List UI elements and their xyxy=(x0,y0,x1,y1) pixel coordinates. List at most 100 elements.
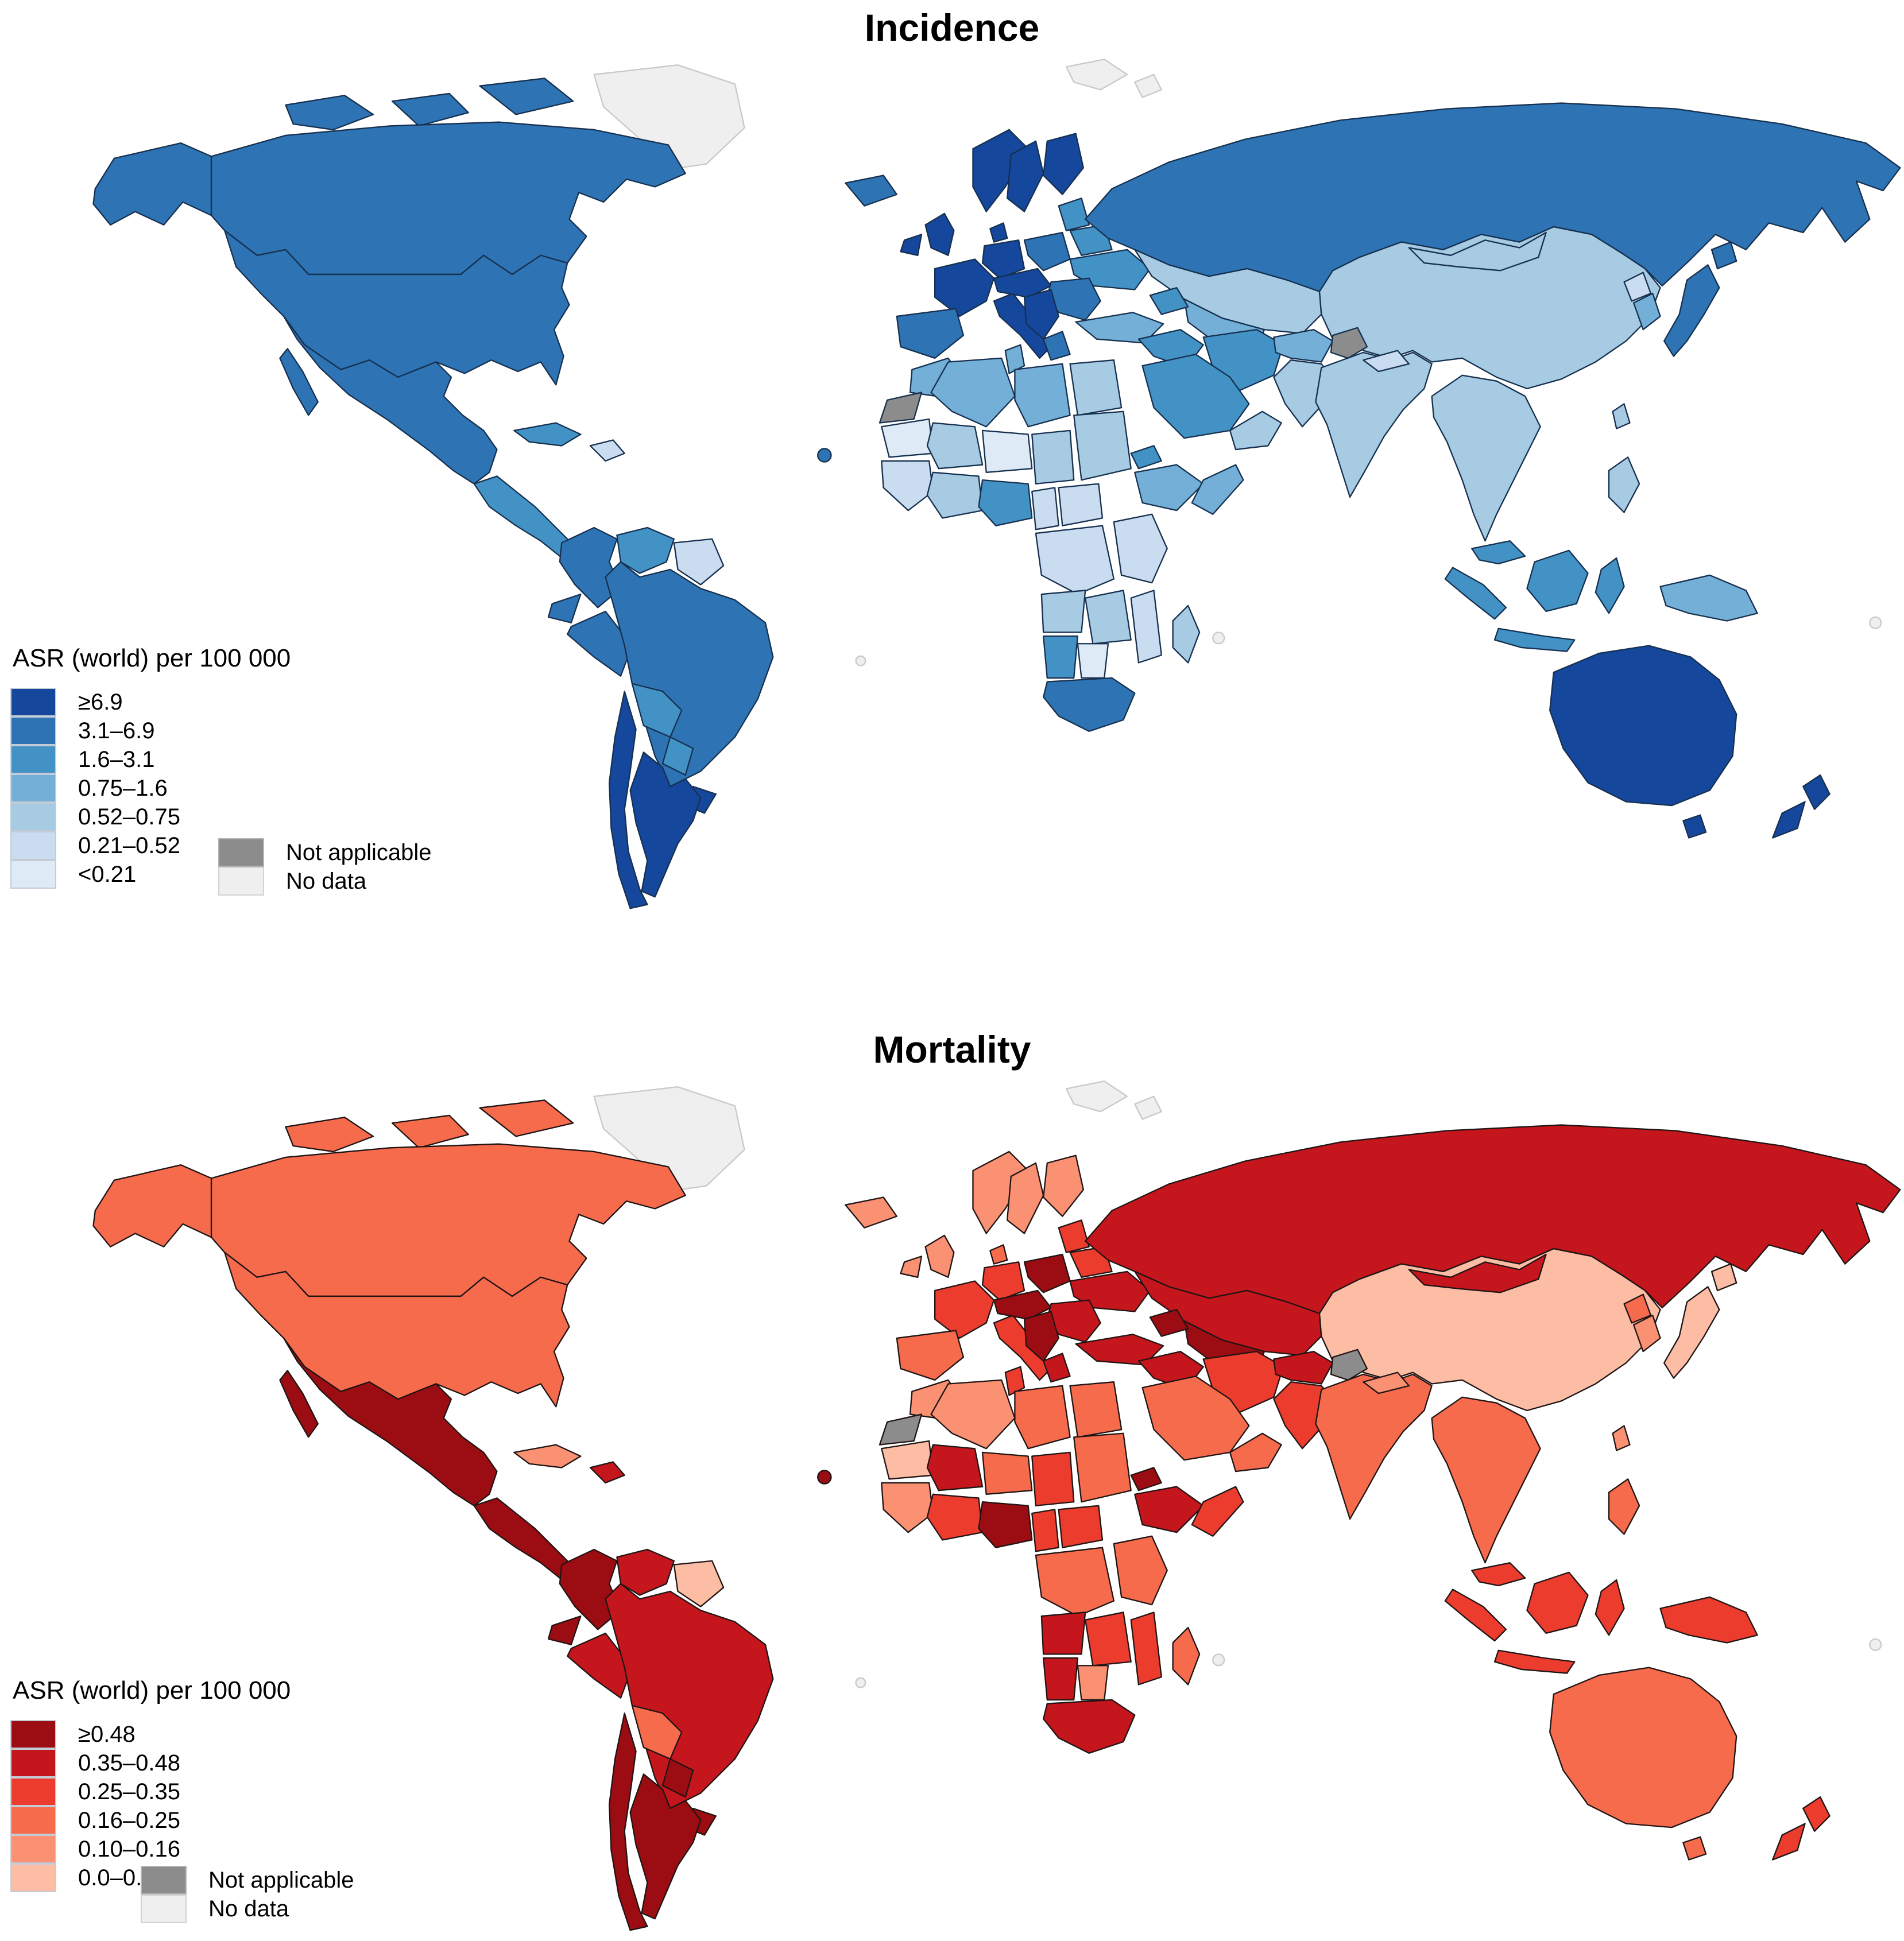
legend-swatch-incidence-5 xyxy=(10,831,56,860)
mortality-panel: Mortality ASR (world) per 100 000 ≥0.48 0… xyxy=(0,970,1904,1940)
region-nz_south xyxy=(1772,1823,1806,1861)
region-ireland xyxy=(900,234,923,256)
region-somalia xyxy=(1191,1486,1244,1537)
region-nd_dot3 xyxy=(855,655,866,667)
region-western_sahara xyxy=(879,1413,923,1446)
region-norway xyxy=(972,129,1029,212)
legend-row: 0.21–0.52 xyxy=(10,831,642,860)
region-iberia xyxy=(896,308,965,359)
region-arctic1 xyxy=(285,1117,374,1153)
region-tasmania xyxy=(1682,1836,1707,1861)
region-mongolia xyxy=(1408,231,1547,272)
region-finland xyxy=(1043,1154,1084,1217)
region-nd_dot3 xyxy=(855,1677,866,1688)
region-car xyxy=(1058,1505,1104,1548)
region-yemen_oman xyxy=(1229,410,1282,451)
legend-swatch-incidence-2 xyxy=(10,745,56,774)
region-poland xyxy=(1023,1253,1071,1293)
legend-mortality: ASR (world) per 100 000 ≥0.48 0.35–0.48 0.… xyxy=(10,1676,642,1923)
region-niger xyxy=(981,1451,1033,1495)
region-denmark xyxy=(989,222,1008,243)
legend-swatch-incidence-6 xyxy=(10,860,56,889)
legend-swatch-incidence-3 xyxy=(10,774,56,803)
legend-swatch-na xyxy=(218,838,264,867)
region-arctic3 xyxy=(479,78,574,115)
region-guyanas xyxy=(673,1560,725,1607)
region-chile xyxy=(608,1713,648,1931)
legend-class-label: 1.6–3.1 xyxy=(78,746,155,772)
region-tunisia xyxy=(1004,1366,1025,1396)
region-iberia xyxy=(896,1330,965,1381)
region-borneo xyxy=(1526,1571,1589,1634)
region-denmark xyxy=(989,1244,1008,1265)
region-sweden xyxy=(1007,1162,1044,1234)
region-namibia xyxy=(1043,635,1079,679)
map-title-incidence: Incidence xyxy=(864,6,1040,49)
region-mali xyxy=(926,1444,984,1491)
legend-label-nd: No data xyxy=(286,868,367,894)
region-central_europe xyxy=(993,268,1052,298)
region-sulawesi xyxy=(1595,557,1625,614)
legend-row: 0.52–0.75 xyxy=(10,803,642,831)
region-cape_verde xyxy=(817,448,832,463)
legend-swatch-na xyxy=(141,1866,187,1894)
region-south_africa xyxy=(1043,1699,1136,1754)
region-sweden xyxy=(1007,140,1044,212)
region-western_sahara xyxy=(879,392,923,424)
region-australia xyxy=(1549,645,1737,807)
region-mauritania xyxy=(881,1440,934,1480)
legend-class-label: 3.1–6.9 xyxy=(78,718,155,743)
legend-swatch-incidence-4 xyxy=(10,803,56,831)
region-hispaniola xyxy=(589,1461,625,1484)
region-tasmania xyxy=(1682,814,1707,839)
legend-label-na: Not applicable xyxy=(286,839,432,865)
region-alaska xyxy=(92,142,212,226)
legend-incidence: ASR (world) per 100 000 ≥6.9 3.1–6.9 1.6–3… xyxy=(10,644,642,896)
region-central_europe xyxy=(993,1289,1052,1320)
region-taiwan xyxy=(1612,403,1631,429)
region-new_guinea xyxy=(1659,574,1758,622)
region-eritrea xyxy=(1130,445,1162,470)
region-ireland xyxy=(900,1256,923,1278)
region-malaysia xyxy=(1471,540,1526,565)
region-caucasus xyxy=(1149,287,1189,315)
region-algeria xyxy=(930,1379,1016,1450)
region-peru xyxy=(567,610,633,677)
legend-swatch-mortality-1 xyxy=(10,1749,56,1777)
region-tunisia xyxy=(1004,344,1025,374)
legend-swatch-mortality-4 xyxy=(10,1835,56,1863)
region-iceland xyxy=(845,175,897,207)
mortality-world-map xyxy=(92,1080,1901,1931)
region-kashmir xyxy=(1330,1349,1368,1381)
region-nigeria xyxy=(978,1501,1033,1548)
region-s_korea xyxy=(1632,292,1661,331)
region-cameroon xyxy=(1031,487,1059,530)
region-cuba xyxy=(513,422,582,447)
legend-label-nd: No data xyxy=(208,1896,289,1921)
legend-swatch-nd xyxy=(218,867,264,896)
legend-swatch-mortality-2 xyxy=(10,1777,56,1806)
legend-row: 3.1–6.9 xyxy=(10,716,642,745)
region-nz_north xyxy=(1802,1796,1831,1832)
legend-class-label: 0.10–0.16 xyxy=(78,1836,180,1862)
region-peru xyxy=(567,1632,633,1699)
region-mexico xyxy=(279,1337,498,1506)
region-chile xyxy=(608,691,648,909)
region-argentina xyxy=(629,751,702,898)
region-taiwan xyxy=(1612,1425,1631,1451)
region-india xyxy=(1315,351,1433,498)
region-zambia_zimbabwe xyxy=(1084,590,1132,645)
region-pakistan xyxy=(1273,359,1332,428)
region-nepal xyxy=(1363,350,1410,373)
region-west_africa xyxy=(881,1482,934,1533)
region-arctic2 xyxy=(391,1114,469,1149)
legend-row: 0.75–1.6 xyxy=(10,774,642,803)
legend-swatch-incidence-1 xyxy=(10,716,56,745)
legend-class-label: 0.35–0.48 xyxy=(78,1750,180,1776)
region-pakistan xyxy=(1273,1381,1332,1450)
region-svalbard1 xyxy=(1065,1080,1128,1113)
region-libya xyxy=(1014,363,1071,428)
region-borneo xyxy=(1526,549,1589,613)
incidence-world-map xyxy=(92,59,1901,909)
legend-row: ≥6.9 xyxy=(10,688,642,716)
